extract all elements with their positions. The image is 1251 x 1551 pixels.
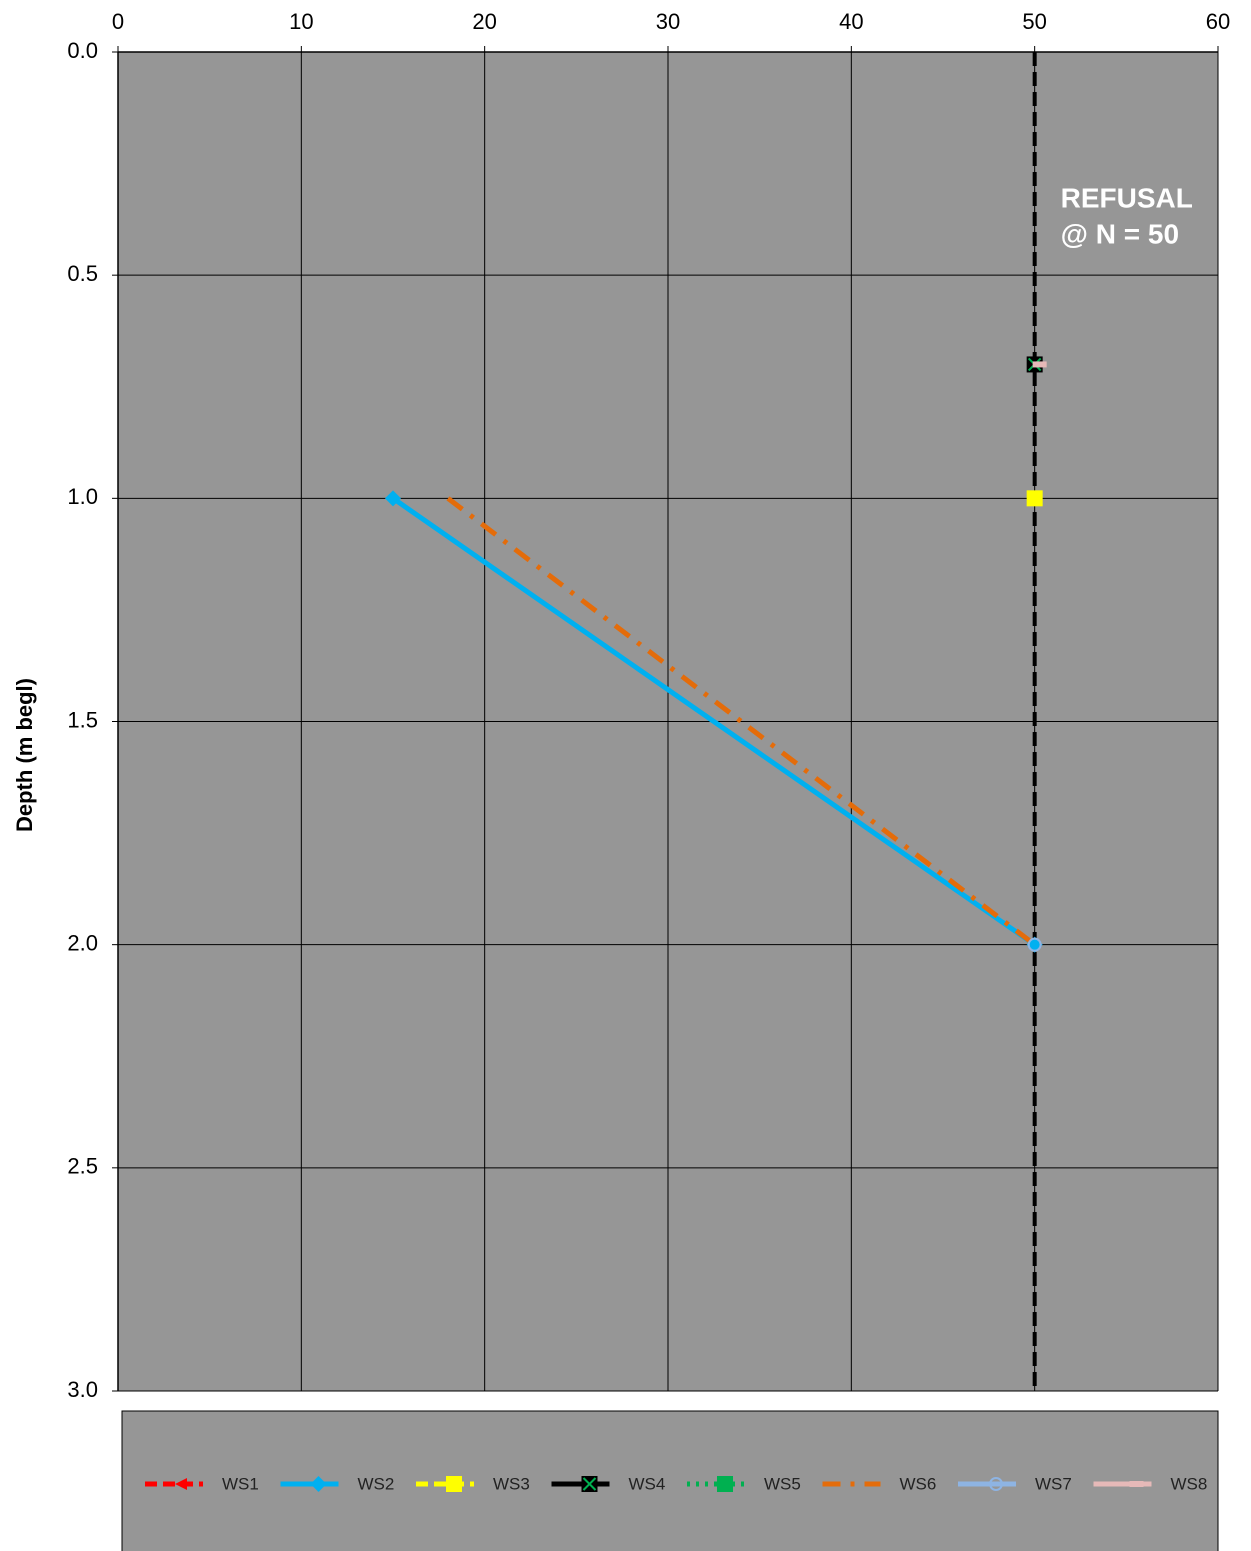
marker (1026, 490, 1043, 507)
y-tick-label: 1.0 (67, 484, 98, 509)
marker-cross (582, 1477, 597, 1491)
legend-label: WS6 (900, 1474, 937, 1493)
x-tick-label: 50 (1022, 9, 1046, 34)
x-tick-label: 60 (1206, 9, 1230, 34)
y-tick-label: 0.0 (67, 38, 98, 63)
x-tick-label: 20 (472, 9, 496, 34)
marker (1032, 361, 1047, 368)
y-tick-label: 2.0 (67, 930, 98, 955)
legend-label: WS2 (358, 1474, 395, 1493)
y-tick-label: 0.5 (67, 261, 98, 286)
marker (175, 1478, 187, 1490)
y-tick-label: 2.5 (67, 1154, 98, 1179)
refusal-label: @ N = 50 (1061, 218, 1179, 249)
refusal-label: REFUSAL (1061, 182, 1193, 213)
x-tick-label: 30 (656, 9, 680, 34)
marker (1129, 1481, 1144, 1487)
legend-label: WS3 (493, 1474, 530, 1493)
marker (310, 1476, 327, 1492)
series-line (391, 496, 1037, 947)
marker (581, 1476, 598, 1492)
y-axis-label: Depth (m begl) (12, 678, 37, 832)
marker (717, 1476, 733, 1492)
x-tick-label: 10 (289, 9, 313, 34)
legend-box (121, 1410, 1219, 1551)
legend-label: WS5 (764, 1474, 801, 1493)
marker (385, 490, 401, 507)
y-tick-label: 3.0 (67, 1377, 98, 1402)
x-tick-label: 40 (839, 9, 863, 34)
marker (1027, 937, 1042, 952)
marker (989, 1477, 1003, 1491)
x-tick-label: 0 (112, 9, 124, 34)
marker (446, 1476, 462, 1492)
legend-label: WS1 (222, 1474, 259, 1493)
y-tick-label: 1.5 (67, 707, 98, 732)
legend-label: WS4 (629, 1474, 666, 1493)
legend-label: WS8 (1171, 1474, 1208, 1493)
legend-label: WS7 (1035, 1474, 1072, 1493)
